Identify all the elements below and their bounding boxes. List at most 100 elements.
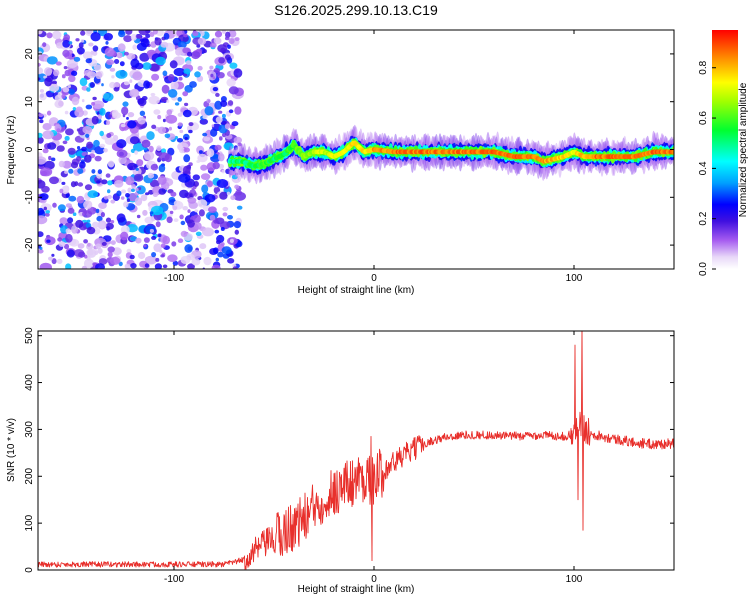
snr-panel: -100 0 100 0 100 200 300 400 500 Height of stra… [6, 327, 675, 595]
noise-blob [130, 263, 137, 269]
noise-blob [167, 254, 178, 262]
noise-blob [232, 266, 238, 269]
noise-blob [221, 30, 226, 34]
noise-blob [107, 189, 111, 194]
noise-blob [120, 123, 126, 128]
noise-blob [197, 153, 208, 163]
noise-blob [202, 49, 207, 54]
noise-blob [198, 209, 205, 217]
noise-blob [234, 184, 240, 189]
noise-blob [121, 106, 129, 116]
noise-blob [129, 89, 140, 98]
noise-blob [123, 51, 129, 56]
noise-blob [161, 148, 167, 154]
noise-blob [120, 225, 130, 234]
noise-blob [180, 220, 186, 226]
noise-blob [107, 180, 113, 186]
noise-blob [224, 123, 230, 130]
noise-blob [198, 150, 203, 154]
noise-blob [125, 193, 130, 198]
noise-blob [91, 149, 95, 154]
noise-blob [228, 169, 237, 176]
noise-blob [78, 42, 84, 49]
noise-blob [81, 99, 85, 103]
noise-blob [130, 33, 137, 41]
noise-blob [209, 214, 216, 221]
noise-blob [38, 77, 41, 81]
noise-blob [38, 62, 41, 67]
noise-blob [85, 58, 93, 64]
noise-blob [105, 120, 111, 126]
noise-blob [86, 87, 91, 92]
noise-blob [135, 34, 142, 39]
noise-blob [155, 56, 166, 66]
y-tick-label: 200 [24, 467, 35, 484]
noise-blob [162, 264, 168, 269]
noise-blob [68, 41, 73, 45]
noise-blob [184, 137, 188, 141]
noise-blob [231, 121, 239, 127]
noise-blob [45, 210, 50, 214]
noise-blob [217, 72, 225, 79]
y-tick-label: -20 [24, 237, 35, 252]
noise-blob [153, 243, 162, 253]
noise-blob [187, 263, 195, 269]
noise-blob [84, 184, 93, 191]
noise-blob [179, 189, 189, 199]
noise-blob [187, 209, 191, 214]
noise-blob [75, 219, 84, 228]
noise-blob [122, 101, 129, 107]
noise-blob [91, 101, 96, 106]
noise-blob [86, 226, 96, 235]
x-tick-label: -100 [164, 273, 184, 284]
noise-blob [92, 45, 99, 52]
noise-blob [115, 70, 128, 79]
noise-blob [39, 92, 47, 101]
noise-blob [150, 163, 159, 171]
noise-blob [202, 115, 208, 119]
noise-blob [203, 136, 211, 142]
noise-blob [84, 154, 92, 163]
spectrogram-y-label: Frequency (Hz) [6, 116, 17, 185]
noise-blob [202, 132, 208, 137]
noise-blob [144, 255, 157, 265]
noise-blob [151, 252, 157, 258]
noise-blob [94, 155, 102, 162]
noise-blob [183, 154, 191, 163]
noise-blob [97, 222, 106, 229]
noise-blob [87, 242, 91, 247]
noise-blob [41, 185, 50, 193]
noise-blob [56, 42, 64, 49]
noise-blob [119, 61, 125, 67]
noise-blob [197, 199, 208, 208]
noise-blob [213, 37, 222, 45]
noise-blob [123, 35, 133, 43]
noise-blob [71, 225, 79, 234]
noise-blob [106, 133, 112, 138]
noise-blob [150, 92, 156, 97]
noise-blob [182, 109, 192, 118]
noise-blob [118, 30, 126, 38]
noise-blob [67, 217, 74, 224]
noise-blob [106, 59, 115, 66]
noise-blob [163, 32, 170, 40]
noise-blob [120, 189, 127, 194]
ridge-point [671, 149, 674, 155]
noise-blob [215, 116, 223, 124]
noise-blob [62, 40, 71, 48]
noise-blob [111, 75, 115, 79]
noise-blob [155, 257, 160, 262]
noise-blob [204, 106, 214, 116]
noise-blob [42, 148, 49, 154]
noise-blob [223, 142, 234, 151]
y-tick-label: 20 [24, 48, 35, 60]
noise-blob [73, 56, 81, 62]
noise-blob [177, 238, 184, 243]
noise-blob [46, 239, 51, 243]
noise-blob [99, 130, 104, 137]
noise-blob [134, 150, 138, 155]
noise-blob [190, 51, 201, 60]
noise-blob [89, 82, 95, 88]
noise-blob [137, 116, 146, 125]
noise-blob [51, 258, 57, 265]
